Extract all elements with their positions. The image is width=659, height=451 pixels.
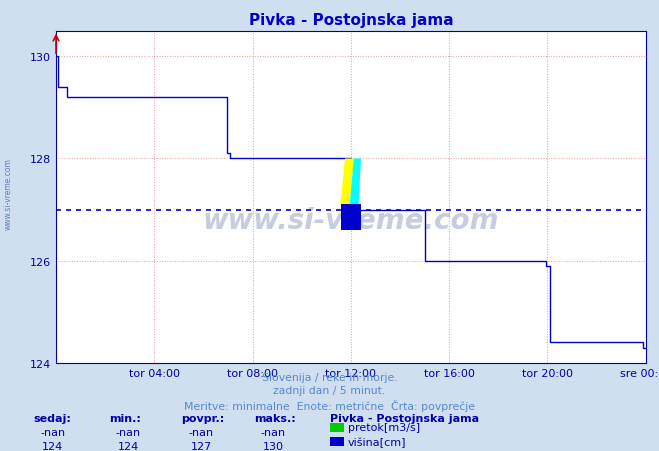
Text: zadnji dan / 5 minut.: zadnji dan / 5 minut. xyxy=(273,386,386,396)
Text: Meritve: minimalne  Enote: metrične  Črta: povprečje: Meritve: minimalne Enote: metrične Črta:… xyxy=(184,399,475,411)
Text: -nan: -nan xyxy=(116,427,141,437)
Text: min.:: min.: xyxy=(109,413,140,423)
Text: maks.:: maks.: xyxy=(254,413,295,423)
Text: povpr.:: povpr.: xyxy=(181,413,225,423)
Text: www.si-vreme.com: www.si-vreme.com xyxy=(3,158,13,230)
Polygon shape xyxy=(341,205,361,230)
Polygon shape xyxy=(350,159,361,205)
Text: -nan: -nan xyxy=(40,427,65,437)
Title: Pivka - Postojnska jama: Pivka - Postojnska jama xyxy=(248,13,453,28)
Text: 127: 127 xyxy=(190,441,212,451)
Text: -nan: -nan xyxy=(261,427,286,437)
Text: -nan: -nan xyxy=(188,427,214,437)
Text: Pivka - Postojnska jama: Pivka - Postojnska jama xyxy=(330,413,478,423)
Polygon shape xyxy=(340,159,354,205)
Text: 124: 124 xyxy=(118,441,139,451)
Text: višina[cm]: višina[cm] xyxy=(348,436,407,447)
Text: pretok[m3/s]: pretok[m3/s] xyxy=(348,422,420,432)
Text: 124: 124 xyxy=(42,441,63,451)
Text: sedaj:: sedaj: xyxy=(33,413,71,423)
Text: www.si-vreme.com: www.si-vreme.com xyxy=(203,207,499,235)
Text: Slovenija / reke in morje.: Slovenija / reke in morje. xyxy=(262,372,397,382)
Text: 130: 130 xyxy=(263,441,284,451)
